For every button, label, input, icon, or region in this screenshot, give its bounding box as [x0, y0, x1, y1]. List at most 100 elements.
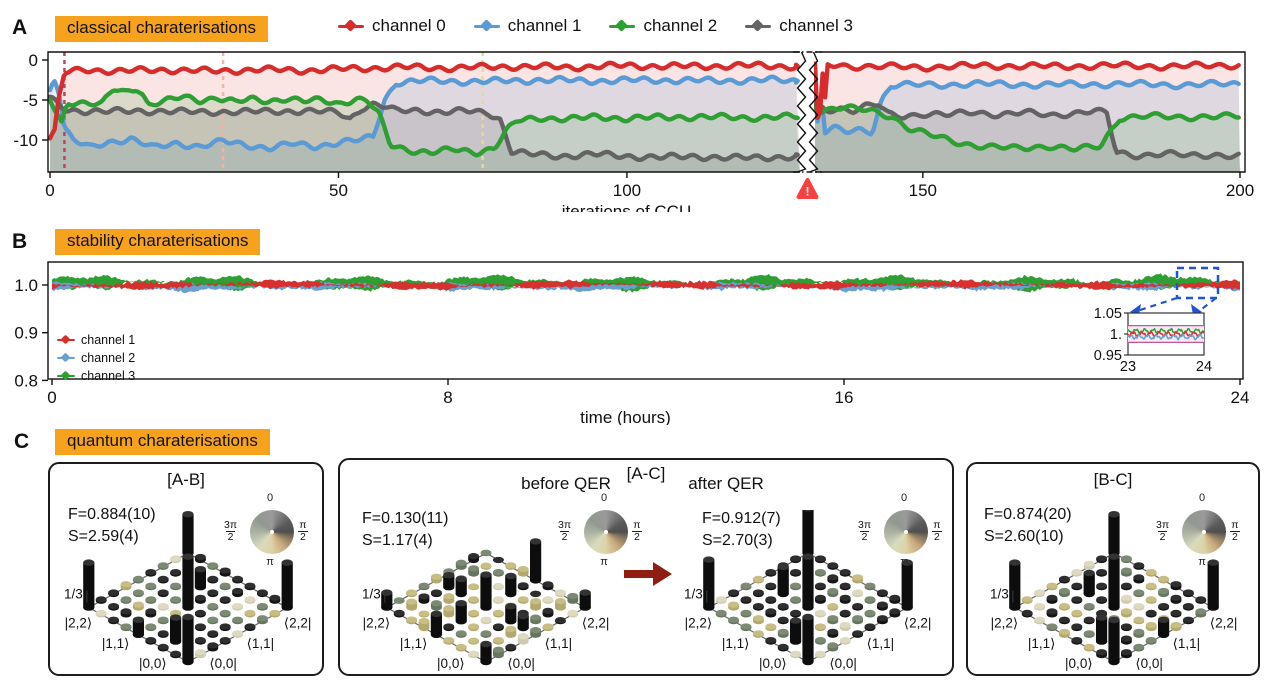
zoom-arrow-icon	[1130, 304, 1141, 315]
legend-item-channel-1: channel 1	[473, 16, 582, 36]
before-qer-title: before QER	[521, 474, 611, 493]
phase-wheel-icon	[250, 510, 294, 554]
ket-axis-label: |0,0⟩	[139, 656, 167, 671]
series-channel-0	[812, 60, 1241, 120]
entropy-value: S=1.17(4)	[362, 531, 433, 549]
series-channel-3	[812, 101, 1241, 161]
zoom-arrow-icon	[1191, 304, 1202, 315]
legend-label: channel 2	[643, 16, 718, 35]
panel-b-letter: B	[12, 230, 28, 253]
x-tick-label: 100	[613, 181, 641, 200]
bra-axis-label: ⟨2,2|	[284, 615, 312, 630]
ket-axis-label: |1,1⟩	[1028, 636, 1056, 651]
phase-label-pi: π	[600, 556, 608, 568]
ket-axis-label: |1,1⟩	[400, 636, 428, 651]
tomography-plot-bc: |0,0⟩ |1,1⟩ |2,2⟩ ⟨0,0| ⟨1,1| ⟨2,2| 1/3	[990, 511, 1238, 671]
phase-label-3pi-2: 3π 2	[1156, 519, 1170, 544]
band-channel-2	[52, 280, 1240, 294]
bra-axis-label: ⟨2,2|	[582, 615, 610, 630]
ket-axis-label: |2,2⟩	[363, 615, 391, 630]
ket-axis-label: |0,0⟩	[1065, 656, 1093, 671]
inset-y-tick-label: 1.	[1110, 327, 1122, 343]
ket-axis-label: |2,2⟩	[65, 615, 93, 630]
phase-label-0: 0	[900, 492, 908, 504]
z-axis-label: 1/3	[684, 587, 703, 602]
series-channel-2	[812, 103, 1241, 153]
series-channel-0	[48, 60, 800, 141]
channel-0-marker-icon	[338, 19, 364, 32]
chart-b-series	[52, 273, 1240, 294]
bra-axis-label: ⟨2,2|	[1210, 615, 1238, 630]
warning-icon	[796, 178, 819, 199]
fidelity-value: F=0.874(20)	[984, 506, 1072, 523]
tomography-plot-before-qer: |0,0⟩ |1,1⟩ |2,2⟩ ⟨0,0| ⟨1,1| ⟨2,2| 1/3	[362, 538, 610, 671]
ket-axis-label: |1,1⟩	[102, 636, 130, 651]
legend-item-channel-2: channel 2	[57, 351, 135, 365]
ket-axis-label: |2,2⟩	[685, 615, 713, 630]
zoom-region-rect	[1175, 266, 1220, 300]
ket-axis-label: |0,0⟩	[759, 656, 787, 671]
bra-axis-label: ⟨2,2|	[904, 615, 932, 630]
entropy-value: S=2.60(10)	[984, 527, 1064, 545]
phase-label-3pi-2: 3π 2	[558, 519, 572, 544]
series-channel-1	[812, 78, 1241, 137]
bra-axis-label: ⟨0,0|	[507, 656, 535, 671]
inset-y-tick-label: 0.95	[1094, 348, 1122, 364]
bra-axis-label: ⟨1,1|	[1173, 636, 1201, 651]
classical-characterisation-chart: 0 -5 -10 0 50 100 150 200! iterations of CCU	[13, 49, 1254, 212]
phase-label-pi: π	[1198, 556, 1206, 568]
legend-item-channel-0: channel 0	[338, 16, 446, 36]
after-qer-metrics: F=0.912(7) S=2.70(3)	[702, 508, 781, 551]
x-tick-label: 24	[1231, 388, 1250, 407]
box-ac: [A-C] before QER after QER F=0.130(11) S…	[338, 458, 954, 676]
panel-c-letter: C	[14, 430, 30, 453]
channel-2-marker-icon	[57, 352, 75, 363]
channel-1-marker-icon	[473, 19, 500, 32]
legend-label: channel 3	[81, 369, 136, 383]
legend-label: channel 2	[81, 351, 136, 365]
after-qer-title: after QER	[688, 474, 764, 493]
fidelity-value: F=0.130(11)	[362, 510, 449, 527]
x-axis-label: time (hours)	[580, 408, 671, 425]
y-tick-label: 0.8	[14, 371, 38, 390]
phase-wheel-icon	[584, 510, 628, 554]
legend-label: channel 1	[507, 16, 582, 35]
z-axis-label: 1/3	[64, 587, 83, 602]
phase-label-3pi-2: 3π 2	[224, 519, 238, 544]
inset-y-tick-label: 1.05	[1094, 306, 1122, 322]
channel-1-marker-icon	[57, 334, 75, 345]
inset-x-tick-label: 23	[1120, 359, 1136, 375]
y-tick-label: -10	[13, 131, 38, 150]
svg-text:!: !	[806, 185, 810, 199]
panel-a-badge: classical charaterisations	[55, 16, 268, 42]
channel-3-marker-icon	[745, 19, 772, 32]
phase-label-3pi-2: 3π 2	[858, 519, 872, 544]
entropy-value: S=2.70(3)	[702, 531, 773, 549]
z-axis-label: 1/3	[362, 587, 381, 602]
y-tick-label: 0	[29, 51, 38, 70]
ket-axis-label: |0,0⟩	[437, 656, 465, 671]
bra-axis-label: ⟨0,0|	[209, 656, 237, 671]
y-tick-label: 1.0	[14, 276, 38, 295]
legend-label: channel 1	[81, 333, 136, 347]
x-tick-label: 16	[835, 388, 854, 407]
fidelity-value: F=0.912(7)	[702, 510, 781, 527]
legend-item-channel-3: channel 3	[745, 16, 853, 36]
ket-axis-label: |1,1⟩	[722, 636, 750, 651]
bra-axis-label: ⟨1,1|	[247, 636, 275, 651]
bra-axis-label: ⟨1,1|	[545, 636, 573, 651]
phase-label-0: 0	[600, 492, 608, 504]
bra-axis-label: ⟨1,1|	[867, 636, 895, 651]
series-channel-2	[48, 87, 800, 158]
channel-2-marker-icon	[609, 19, 636, 32]
legend-item-channel-1: channel 1	[57, 333, 135, 347]
